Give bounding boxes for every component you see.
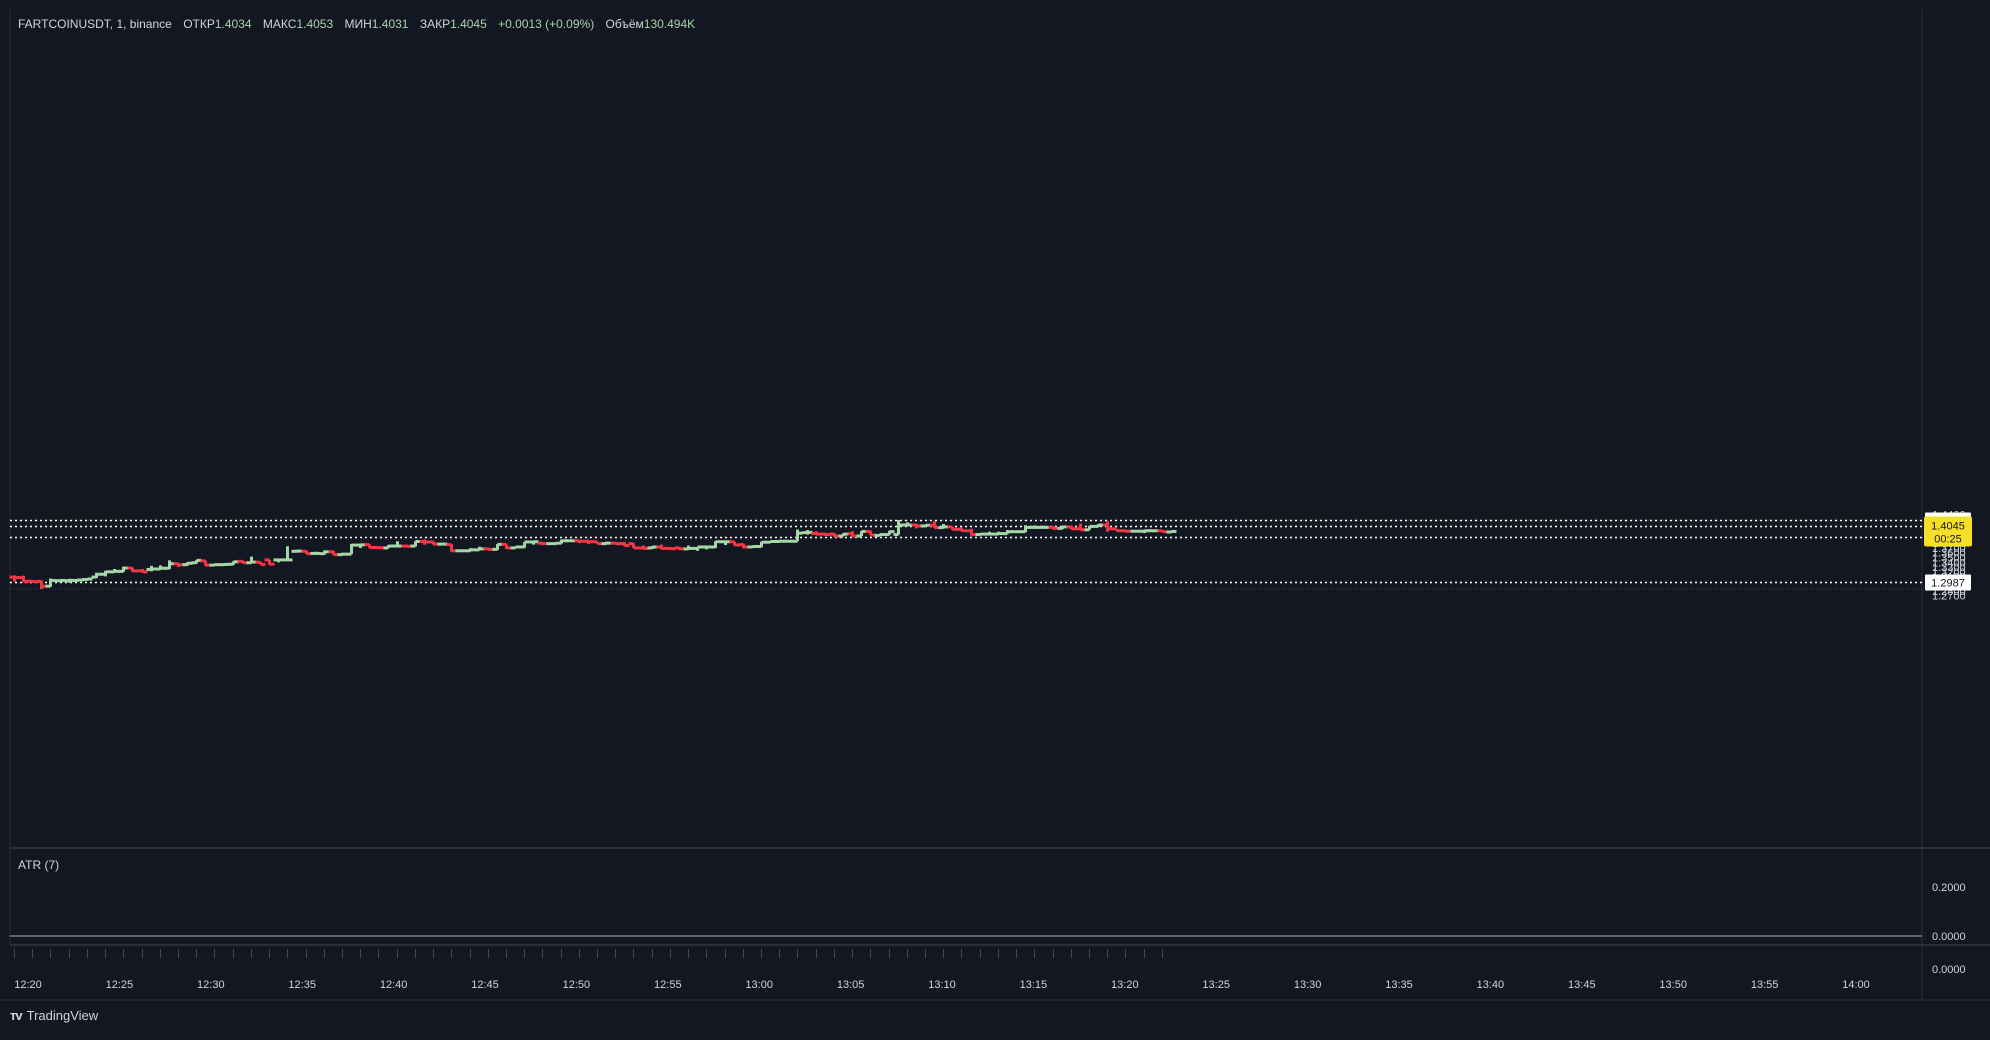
level-price-label: 1.2987 <box>1931 578 1965 590</box>
time-tick-label: 13:05 <box>837 979 865 991</box>
bar-countdown-label: 00:25 <box>1934 533 1962 545</box>
ohlc-legend: FARTCOINUSDT, 1, binance ОТКР1.4034 МАКС… <box>18 17 703 31</box>
symbol-label[interactable]: FARTCOINUSDT, 1, binance <box>18 17 172 31</box>
low-value: 1.4031 <box>371 17 409 31</box>
time-tick-label: 12:20 <box>14 979 42 991</box>
time-tick-label: 12:30 <box>197 979 225 991</box>
atr-indicator-title[interactable]: ATR (7) <box>18 858 60 872</box>
current-price-label: 1.4045 <box>1931 520 1965 532</box>
tradingview-logo-text: TradingView <box>26 1008 99 1023</box>
close-label: ЗАКР <box>419 17 451 31</box>
time-axis-bottom-tick: 0.0000 <box>1932 964 1966 976</box>
low-label: МИН <box>344 17 372 31</box>
current-price-tag[interactable] <box>1924 516 1972 547</box>
tradingview-logo[interactable]: ᴛᴠ TradingView <box>10 1008 98 1023</box>
open-value: 1.4034 <box>214 17 252 31</box>
time-tick-label: 12:40 <box>380 979 408 991</box>
close-value: 1.4045 <box>450 17 487 31</box>
price-tick-label: 1.3500 <box>1932 553 1966 565</box>
time-tick-label: 13:30 <box>1294 979 1322 991</box>
time-tick-label: 13:50 <box>1659 979 1687 991</box>
volume-label: Объём <box>605 17 644 31</box>
time-tick-label: 14:00 <box>1842 979 1870 991</box>
time-tick-label: 12:35 <box>288 979 316 991</box>
tradingview-logo-icon: ᴛᴠ <box>10 1008 23 1023</box>
high-value: 1.4053 <box>296 17 334 31</box>
atr-tick-label: 0.0000 <box>1932 931 1966 943</box>
time-tick-label: 13:55 <box>1751 979 1779 991</box>
atr-tick-label: 0.2000 <box>1932 882 1966 894</box>
time-tick-label: 13:40 <box>1477 979 1505 991</box>
time-tick-label: 13:35 <box>1385 979 1413 991</box>
high-label: МАКС <box>262 17 297 31</box>
change-value: +0.0013 (+0.09%) <box>498 17 595 31</box>
price-tick-label: 1.3600 <box>1932 548 1966 560</box>
price-tick-label: 1.2700 <box>1932 591 1966 603</box>
time-tick-label: 12:25 <box>106 979 134 991</box>
time-tick-label: 13:00 <box>745 979 773 991</box>
time-tick-label: 13:20 <box>1111 979 1139 991</box>
time-tick-label: 13:25 <box>1202 979 1230 991</box>
price-tick-label: 1.3300 <box>1932 562 1966 574</box>
price-tick-label: 1.3400 <box>1932 557 1966 569</box>
time-tick-label: 13:15 <box>1020 979 1048 991</box>
time-tick-label: 13:45 <box>1568 979 1596 991</box>
time-tick-label: 12:50 <box>563 979 591 991</box>
time-tick-label: 13:10 <box>928 979 956 991</box>
time-tick-label: 12:55 <box>654 979 682 991</box>
time-tick-label: 12:45 <box>471 979 499 991</box>
open-label: ОТКР <box>183 17 215 31</box>
volume-value: 130.494K <box>643 17 696 31</box>
level-price-tag <box>1925 574 1971 591</box>
